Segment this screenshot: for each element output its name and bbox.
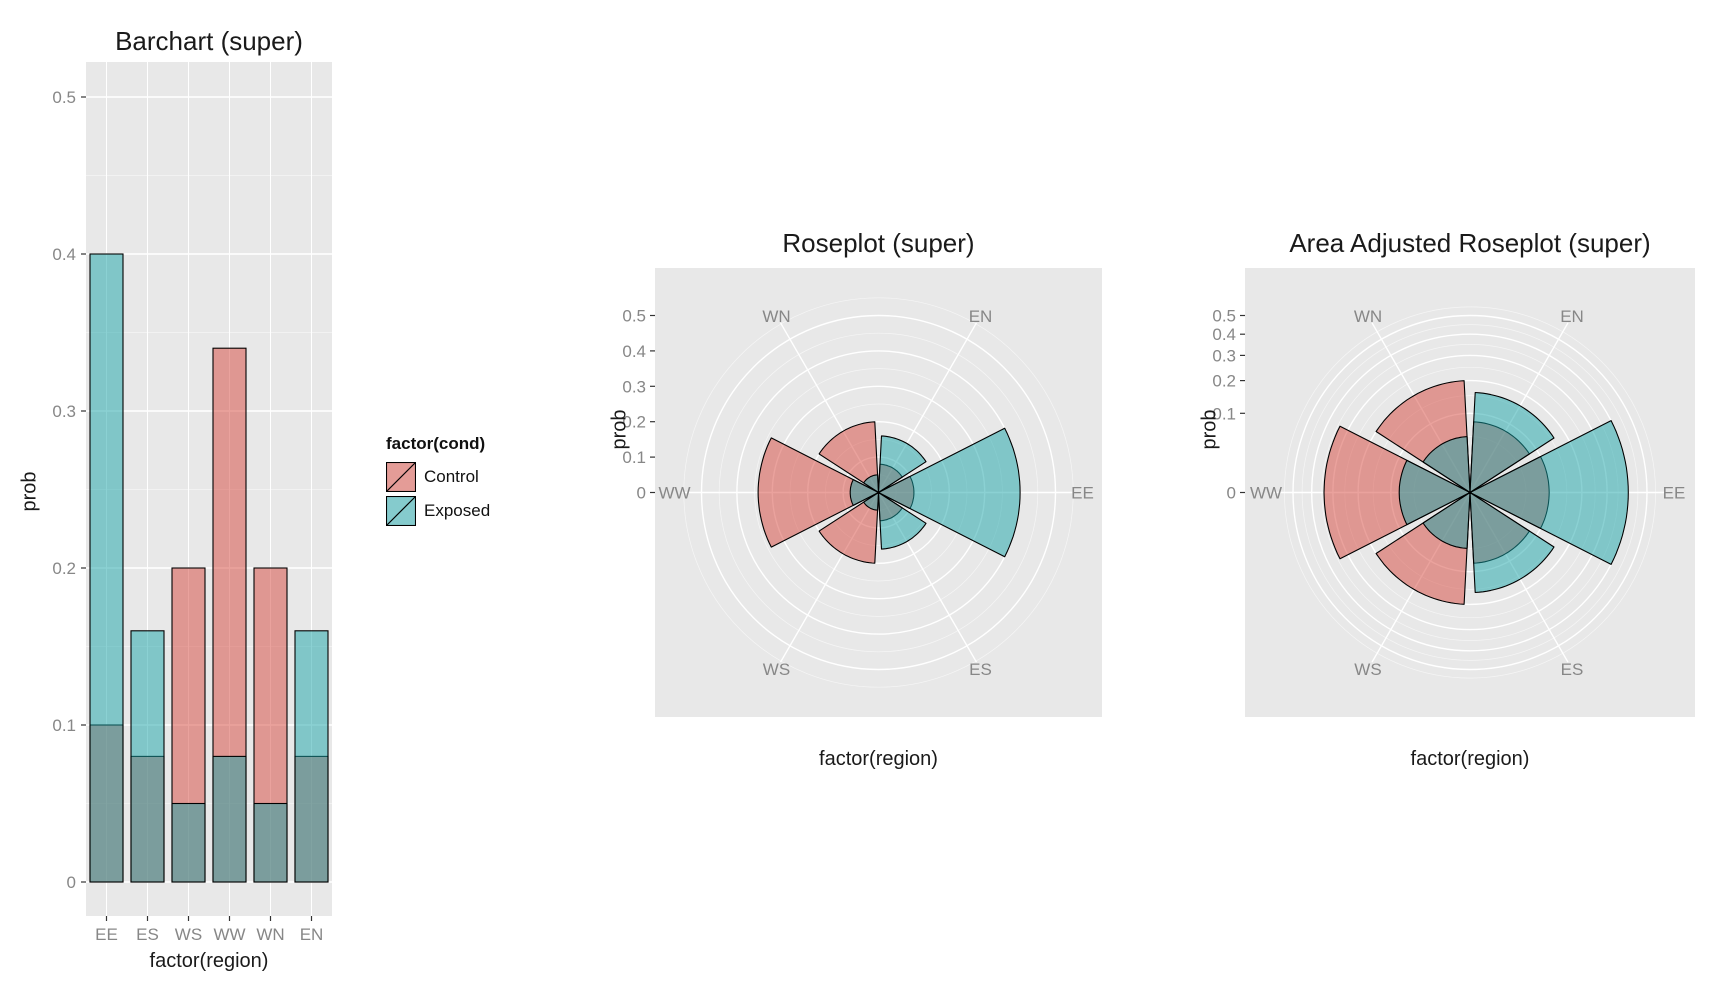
- roseplot-rtick-label: 0.5: [622, 307, 646, 326]
- barchart-ytick-label: 0.3: [52, 402, 76, 421]
- barchart-xtick-label: ES: [136, 925, 159, 944]
- legend-title: factor(cond): [386, 434, 486, 453]
- area-roseplot-direction-label: WN: [1354, 307, 1382, 326]
- barchart-title: Barchart (super): [115, 26, 303, 56]
- area-roseplot-wedge-exposed-WS: [1422, 491, 1471, 549]
- area-roseplot-rtick-label: 0.3: [1212, 346, 1236, 365]
- barchart-y-axis-title: prob: [18, 471, 41, 512]
- roseplot-wedge-exposed-EE: [877, 427, 1021, 558]
- area-roseplot-radial-axis: 0 0.1 0.2 0.3 0.40.5: [1212, 307, 1245, 503]
- legend-key-control-swatch-icon: [386, 462, 416, 492]
- legend-item-exposed: Exposed: [386, 496, 490, 526]
- barchart-x-axis-title: factor(region): [149, 950, 269, 972]
- area-roseplot-wedge-exposed-ES: [1469, 491, 1555, 594]
- roseplot-direction-label: ES: [969, 660, 992, 679]
- roseplot-rtick-label: 0: [637, 484, 646, 503]
- barchart-ytick-label: 0.2: [52, 559, 76, 578]
- roseplot-direction-label: EN: [969, 307, 993, 326]
- roseplot-direction-label: WN: [762, 307, 790, 326]
- area-roseplot-wedge-control-WW: [1323, 425, 1471, 560]
- area-roseplot-wedge-exposed-WW: [1398, 459, 1471, 526]
- barchart-xtick-label: WN: [256, 925, 284, 944]
- roseplot-direction-label: WS: [763, 660, 790, 679]
- barchart-ytick-label: 0.5: [52, 88, 76, 107]
- legend-key-exposed-swatch-icon: [386, 496, 416, 526]
- legend-key-slash: [386, 496, 416, 526]
- roseplot-wedge-exposed-WS: [863, 491, 880, 511]
- barchart-xtick-label: WS: [175, 925, 202, 944]
- area-roseplot-direction-labels: EE EN WN WW WS ES: [1250, 307, 1685, 679]
- area-roseplot-x-axis-title: factor(region): [1410, 748, 1530, 770]
- roseplot-rtick-label: 0.2: [622, 413, 646, 432]
- roseplot-wedge-exposed-ES: [877, 491, 927, 550]
- roseplot-rtick-label: 0.4: [622, 342, 646, 361]
- roseplot-wedge-exposed-EN: [877, 435, 927, 494]
- area-roseplot-wedge-exposed-WN: [1422, 436, 1471, 494]
- area-roseplot-rtick-label: 0.2: [1212, 372, 1236, 391]
- roseplot-wedge-control-WW: [757, 437, 880, 548]
- area-roseplot-y-axis-title: prob: [1198, 409, 1221, 450]
- area-roseplot: EE EN WN WW WS ES 0 0.1 0.2 0.3 0.40.5: [1212, 268, 1695, 717]
- barchart-ytick-label: 0.4: [52, 245, 76, 264]
- barchart: 0 0.1 0.2 0.3 0.4 0.5 EE ES WS WW WN EN: [52, 62, 332, 944]
- roseplot-direction-labels: EE EN WN WW WS ES: [658, 307, 1093, 679]
- area-roseplot-title: Area Adjusted Roseplot (super): [1289, 228, 1651, 258]
- barchart-panel: [86, 62, 332, 916]
- bar-exposed-EE: [89, 253, 124, 883]
- roseplot-title: Roseplot (super): [782, 228, 975, 258]
- roseplot-radial-axis: 0 0.1 0.2 0.3 0.4 0.5: [622, 307, 655, 503]
- roseplot-direction-label: EE: [1071, 484, 1094, 503]
- barchart-xtick-label: EE: [95, 925, 118, 944]
- roseplot-rtick-label: 0.3: [622, 377, 646, 396]
- barchart-ytick-label: 0: [67, 873, 76, 892]
- bar-exposed-EN: [294, 630, 329, 883]
- barchart-ytick-label: 0.1: [52, 716, 76, 735]
- bar-exposed-WW: [212, 755, 247, 883]
- roseplot-wedge-control-WN: [818, 421, 880, 494]
- area-roseplot-wedge-exposed-EE: [1469, 420, 1629, 565]
- roseplot-wedge-exposed-WN: [863, 474, 880, 494]
- area-roseplot-wedge-exposed-EN: [1469, 391, 1555, 494]
- area-roseplot-rtick-label: 0: [1227, 484, 1236, 503]
- legend-label-control: Control: [424, 467, 479, 486]
- roseplot-wedge-control-WS: [818, 491, 880, 564]
- area-roseplot-direction-label: WW: [1250, 484, 1282, 503]
- roseplot-rtick-label: 0.1: [622, 448, 646, 467]
- area-roseplot-direction-label: WS: [1354, 660, 1381, 679]
- area-roseplot-direction-label: EE: [1663, 484, 1686, 503]
- area-roseplot-direction-label: ES: [1561, 660, 1584, 679]
- bar-exposed-WN: [253, 802, 288, 883]
- legend: factor(cond) Control Exposed: [386, 434, 490, 530]
- legend-key-slash: [386, 462, 416, 492]
- area-roseplot-rtick-label: 0.1: [1212, 404, 1236, 423]
- legend-label-exposed: Exposed: [424, 501, 491, 520]
- barchart-xtick-label: WW: [213, 925, 245, 944]
- roseplot-direction-label: WW: [658, 484, 690, 503]
- legend-item-control: Control: [386, 462, 490, 492]
- barchart-axes: 0 0.1 0.2 0.3 0.4 0.5 EE ES WS WW WN EN: [52, 88, 323, 944]
- barchart-minor-grid: [86, 175, 332, 804]
- barchart-xtick-label: EN: [300, 925, 324, 944]
- roseplot: EE EN WN WW WS ES 0 0.1 0.2 0.3 0.4 0.5: [622, 268, 1102, 717]
- roseplot-y-axis-title: prob: [608, 409, 631, 450]
- bar-exposed-WS: [171, 802, 206, 883]
- bar-exposed-ES: [130, 630, 165, 883]
- area-roseplot-rtick-label: 0.5: [1212, 307, 1236, 326]
- roseplot-x-axis-title: factor(region): [819, 748, 938, 770]
- area-roseplot-rtick-label: 0.4: [1212, 325, 1236, 344]
- area-roseplot-direction-label: EN: [1560, 307, 1584, 326]
- roseplot-wedge-exposed-WW: [849, 479, 880, 506]
